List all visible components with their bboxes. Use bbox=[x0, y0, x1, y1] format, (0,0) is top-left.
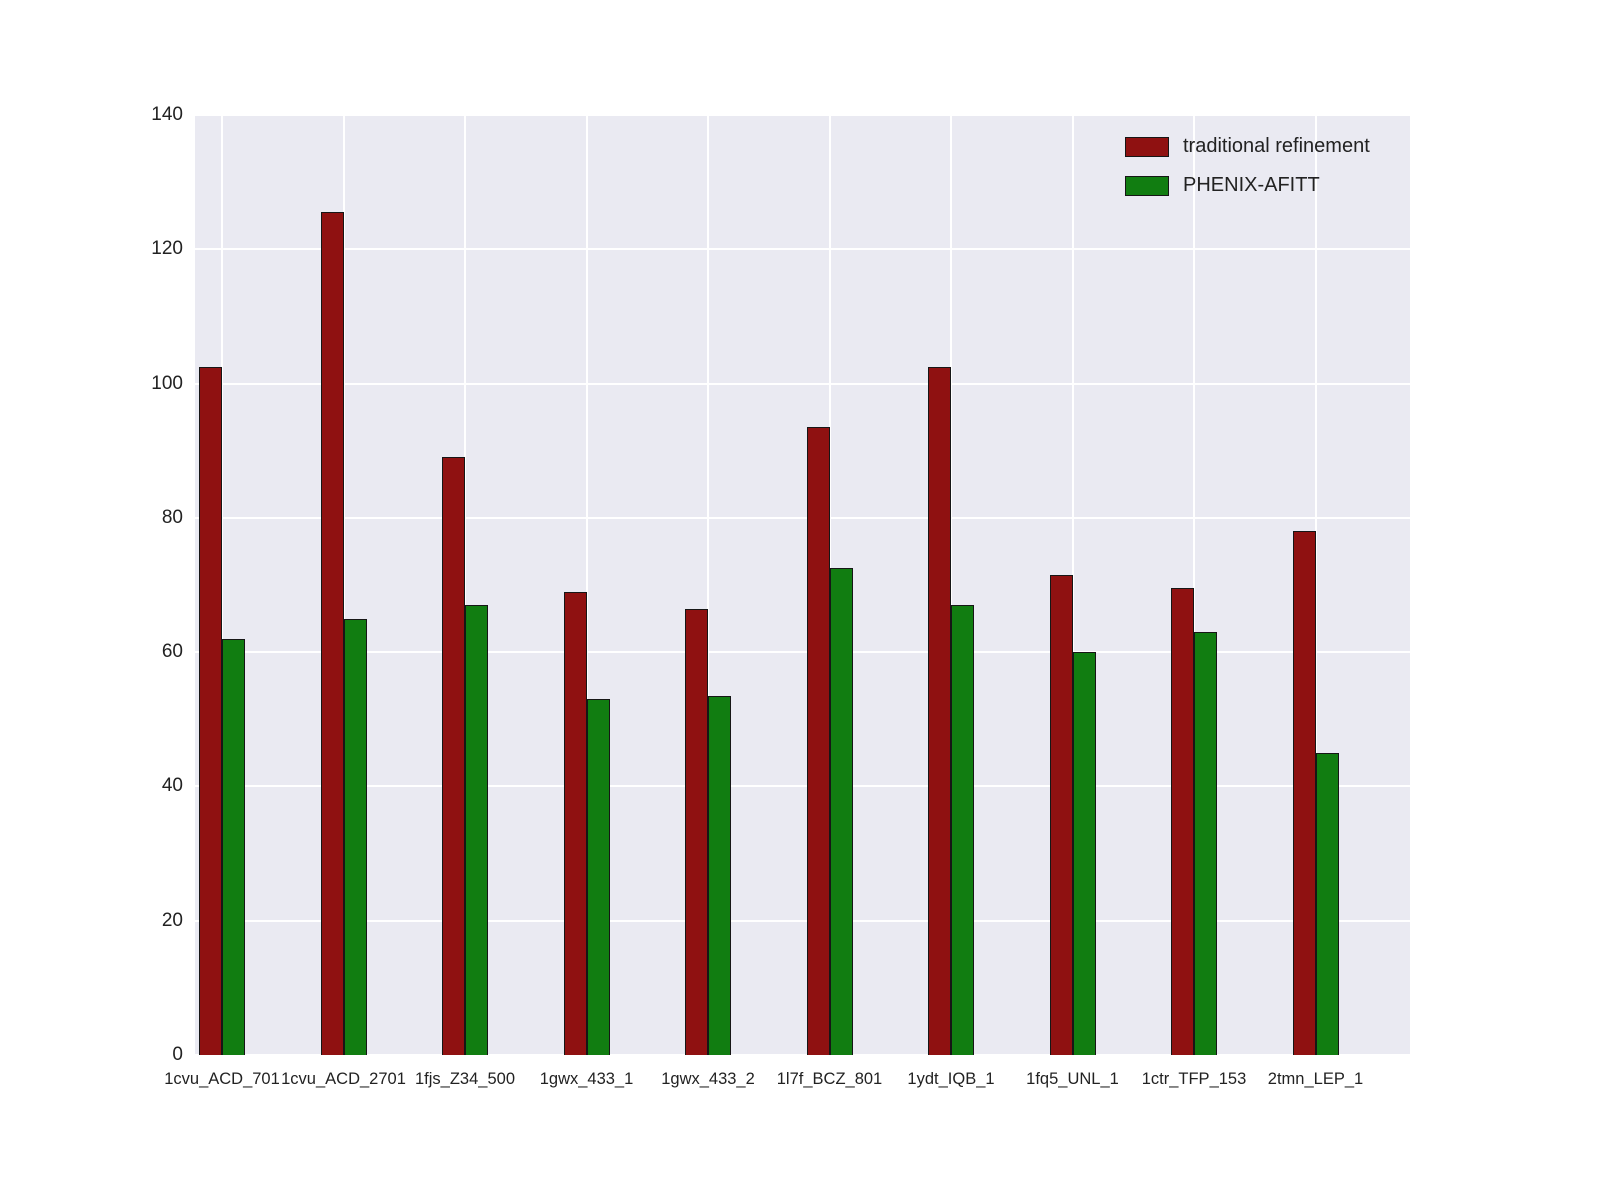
bar-group bbox=[563, 591, 610, 1055]
bar-phenix-afitt bbox=[829, 568, 853, 1055]
gridline-horizontal bbox=[195, 114, 1410, 116]
y-tick-label: 0 bbox=[172, 1044, 183, 1065]
gridline-horizontal bbox=[195, 1054, 1410, 1056]
legend-swatch bbox=[1125, 175, 1169, 196]
x-tick-label: 1gwx_433_2 bbox=[661, 1070, 755, 1088]
y-tick-label: 120 bbox=[151, 238, 183, 260]
bar-group bbox=[1292, 531, 1339, 1055]
x-tick-label: 1cvu_ACD_2701 bbox=[281, 1070, 406, 1088]
bar-traditional-refinement bbox=[806, 427, 830, 1055]
bar-phenix-afitt bbox=[708, 695, 731, 1055]
bar-traditional-refinement bbox=[1049, 574, 1073, 1055]
bar-group bbox=[1171, 588, 1217, 1055]
gridline-vertical bbox=[950, 115, 952, 1055]
y-tick-label: 80 bbox=[161, 506, 183, 528]
bar-traditional-refinement bbox=[1171, 588, 1194, 1055]
bar-phenix-afitt bbox=[222, 638, 245, 1055]
gridline-horizontal bbox=[195, 382, 1410, 385]
gridline-vertical bbox=[1314, 115, 1317, 1055]
x-tick-label: 1gwx_433_1 bbox=[539, 1070, 634, 1088]
y-tick-label: 40 bbox=[161, 775, 183, 797]
bar-group bbox=[685, 608, 731, 1055]
bar-traditional-refinement bbox=[563, 591, 587, 1055]
bar-phenix-afitt bbox=[1072, 652, 1096, 1055]
legend-item: traditional refinement bbox=[1125, 135, 1370, 158]
gridline-horizontal bbox=[195, 651, 1410, 654]
bar-group bbox=[1049, 574, 1096, 1055]
bar-group bbox=[806, 427, 853, 1055]
y-tick-label: 140 bbox=[151, 104, 183, 125]
legend: traditional refinement PHENIX-AFITT bbox=[1125, 135, 1370, 197]
y-tick-label: 20 bbox=[161, 909, 183, 931]
gridline-horizontal bbox=[195, 919, 1410, 922]
bar-group bbox=[442, 457, 488, 1055]
bar-phenix-afitt bbox=[951, 605, 974, 1055]
x-tick-label: 1fjs_Z34_500 bbox=[415, 1070, 515, 1088]
x-tick-label: 1ctr_TFP_153 bbox=[1141, 1070, 1247, 1088]
gridline-vertical bbox=[1071, 115, 1074, 1055]
gridline-vertical bbox=[1193, 115, 1195, 1055]
gridline-vertical bbox=[707, 115, 709, 1055]
gridline-vertical bbox=[342, 115, 345, 1055]
y-tick-label: 100 bbox=[151, 372, 183, 394]
bar-group bbox=[928, 366, 974, 1055]
bar-phenix-afitt bbox=[465, 605, 488, 1055]
bar-traditional-refinement bbox=[442, 457, 465, 1055]
gridline-vertical bbox=[221, 115, 223, 1055]
x-tick-label: 1l7f_BCZ_801 bbox=[776, 1070, 883, 1088]
x-tick-label: 1fq5_UNL_1 bbox=[1026, 1070, 1119, 1088]
bar-traditional-refinement bbox=[199, 366, 222, 1055]
bar-phenix-afitt bbox=[586, 699, 610, 1055]
bar-group bbox=[199, 366, 245, 1055]
bar-phenix-afitt bbox=[343, 618, 367, 1055]
bar-group bbox=[320, 212, 367, 1055]
bar-phenix-afitt bbox=[1315, 752, 1339, 1055]
legend-swatch bbox=[1125, 136, 1169, 157]
plot-area bbox=[195, 114, 1410, 1056]
bar-traditional-refinement bbox=[320, 212, 344, 1055]
gridline-horizontal bbox=[195, 248, 1410, 251]
bar-phenix-afitt bbox=[1194, 632, 1217, 1055]
gridline-horizontal bbox=[195, 516, 1410, 519]
legend-item: PHENIX-AFITT bbox=[1125, 174, 1370, 197]
bar-traditional-refinement bbox=[685, 608, 708, 1055]
x-tick-label: 1ydt_IQB_1 bbox=[907, 1070, 995, 1088]
gridline-vertical bbox=[464, 115, 466, 1055]
legend-label: traditional refinement bbox=[1183, 135, 1370, 157]
bar-traditional-refinement bbox=[928, 366, 951, 1055]
legend-label: PHENIX-AFITT bbox=[1183, 174, 1320, 196]
y-tick-label: 60 bbox=[161, 641, 183, 663]
x-tick-label: 2tmn_LEP_1 bbox=[1267, 1070, 1364, 1088]
bar-traditional-refinement bbox=[1292, 531, 1316, 1055]
gridline-horizontal bbox=[195, 785, 1410, 788]
gridline-vertical bbox=[585, 115, 588, 1055]
x-tick-label: 1cvu_ACD_701 bbox=[164, 1070, 280, 1088]
